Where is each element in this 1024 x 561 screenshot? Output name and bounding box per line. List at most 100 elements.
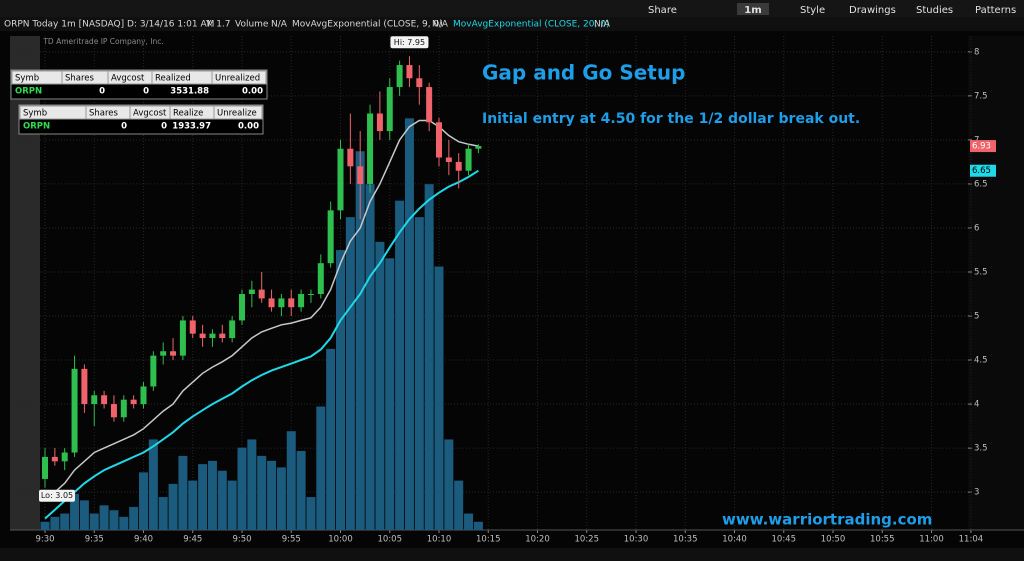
symbol: ORPN Today 1m [NASDAQ] bbox=[4, 20, 124, 30]
x-tick-label: 11:04 bbox=[959, 535, 984, 545]
volume-bar bbox=[148, 439, 158, 530]
volume-bar bbox=[70, 493, 80, 530]
header-bar bbox=[0, 17, 1024, 31]
y-tick-label: 3 bbox=[974, 488, 979, 498]
copyright: 2016 © TD Ameritrade IP Company, Inc. bbox=[12, 37, 164, 46]
table-header: Avgcost bbox=[133, 109, 167, 119]
candle-body bbox=[110, 404, 117, 418]
candle-body bbox=[406, 65, 413, 79]
candle-body bbox=[455, 161, 462, 171]
x-tick-label: 9:45 bbox=[183, 535, 202, 545]
candle-body bbox=[337, 148, 344, 211]
volume-bar bbox=[247, 439, 257, 530]
candle-body bbox=[317, 263, 324, 295]
candle-body bbox=[426, 87, 433, 123]
volume-bar bbox=[40, 521, 50, 530]
x-tick-label: 9:35 bbox=[85, 535, 104, 545]
y-tick-label: 5.5 bbox=[974, 267, 988, 277]
studies-button[interactable]: Studies bbox=[916, 5, 953, 16]
x-tick-label: 10:25 bbox=[575, 535, 600, 545]
table-header: Realize bbox=[173, 109, 203, 119]
last-price: 6.93 bbox=[972, 142, 991, 152]
volume-bar bbox=[454, 480, 464, 530]
plot: 33.544.555.566.577.589:309:359:409:459:5… bbox=[10, 36, 1024, 545]
volume-bar bbox=[365, 184, 375, 530]
candle-body bbox=[465, 148, 472, 171]
drawings-button[interactable]: Drawings bbox=[849, 5, 896, 16]
y-tick-label: 4.5 bbox=[974, 356, 988, 366]
table-cell: ORPN bbox=[23, 122, 50, 132]
x-tick-label: 11:00 bbox=[919, 535, 944, 545]
style-button[interactable]: Style bbox=[800, 5, 825, 16]
candle-body bbox=[81, 368, 88, 405]
x-tick-label: 10:50 bbox=[821, 535, 846, 545]
volume-bar bbox=[326, 348, 336, 530]
volume-bar bbox=[129, 506, 139, 530]
candle-body bbox=[239, 294, 245, 321]
table-header: Symb bbox=[15, 74, 39, 84]
table-cell: 1933.97 bbox=[172, 122, 211, 132]
volume-bar bbox=[237, 447, 247, 530]
y-tick-label: 3.5 bbox=[974, 444, 988, 454]
candle-body bbox=[258, 289, 265, 299]
website: www.warriortrading.com bbox=[722, 511, 932, 529]
volume-bar bbox=[316, 406, 326, 530]
x-tick-label: 10:55 bbox=[870, 535, 895, 545]
y-tick-label: 6 bbox=[974, 223, 979, 233]
share-button[interactable]: Share bbox=[648, 5, 677, 16]
table-cell: 0.00 bbox=[242, 87, 263, 97]
candle-body bbox=[288, 298, 295, 308]
candle-body bbox=[396, 65, 403, 88]
volume-bar bbox=[306, 497, 316, 530]
price-axis bbox=[968, 36, 1024, 530]
hi-label: Hi: 7.95 bbox=[394, 38, 425, 47]
ema20-price: 6.65 bbox=[972, 166, 991, 176]
candle-body bbox=[120, 399, 127, 418]
y-value: Y: 1.7 bbox=[205, 20, 231, 30]
volume-bar bbox=[345, 217, 355, 530]
x-tick-label: 10:15 bbox=[476, 535, 501, 545]
candle-body bbox=[436, 122, 442, 158]
candle-body bbox=[268, 298, 275, 308]
interval-button[interactable]: 1m bbox=[744, 5, 761, 16]
table-cell: 0 bbox=[99, 87, 105, 97]
table-cell: 0.00 bbox=[238, 122, 259, 132]
volume-bar bbox=[385, 258, 395, 530]
candle-body bbox=[101, 395, 108, 405]
volume-bar bbox=[207, 460, 217, 530]
x-tick-label: 9:40 bbox=[134, 535, 153, 545]
volume-bar bbox=[119, 516, 129, 530]
volume-bar bbox=[79, 500, 89, 530]
volume-bar bbox=[444, 439, 454, 530]
volume-bar bbox=[99, 505, 109, 530]
table-header: Unrealize bbox=[217, 109, 257, 119]
y-tick-label: 7.5 bbox=[974, 91, 988, 101]
volume-bar bbox=[168, 483, 178, 530]
y-tick-label: 8 bbox=[974, 47, 979, 57]
x-tick-label: 10:35 bbox=[673, 535, 698, 545]
candle-body bbox=[219, 333, 226, 339]
candle-body bbox=[71, 368, 78, 453]
volume-bar bbox=[178, 455, 188, 530]
candle-body bbox=[150, 355, 157, 387]
volume-bar bbox=[424, 184, 434, 530]
hi-box bbox=[390, 36, 429, 49]
patterns-button[interactable]: Patterns bbox=[975, 5, 1016, 16]
x-tick-label: 9:30 bbox=[35, 535, 54, 545]
table-header: Realized bbox=[155, 74, 191, 84]
candle-body bbox=[61, 452, 68, 462]
candle-body bbox=[51, 456, 58, 462]
candle-body bbox=[357, 166, 364, 184]
candle-body bbox=[91, 395, 98, 405]
table-cell: 3531.88 bbox=[170, 87, 209, 97]
candle-body bbox=[229, 320, 236, 339]
candle-body bbox=[386, 87, 393, 132]
table-header: Avgcost bbox=[111, 74, 145, 84]
volume-bar bbox=[50, 516, 60, 530]
candle-body bbox=[170, 351, 177, 356]
table-header: Shares bbox=[89, 109, 119, 119]
x-tick-label: 10:45 bbox=[772, 535, 797, 545]
ema20-price-box bbox=[970, 164, 996, 177]
date: D: 3/14/16 1:01 AM bbox=[127, 20, 214, 30]
